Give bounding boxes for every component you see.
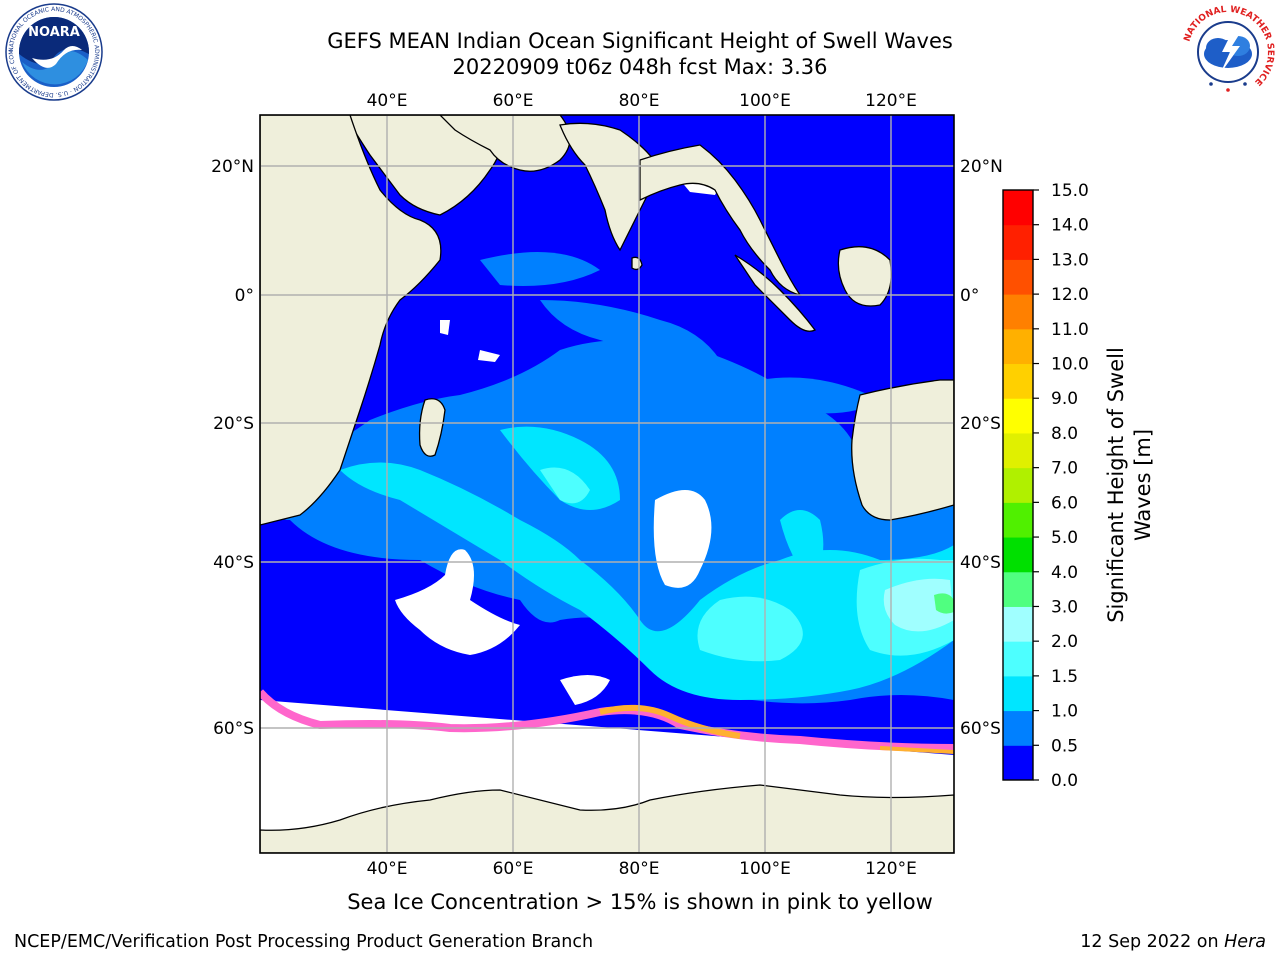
lat-label: 60°S bbox=[213, 719, 254, 739]
lon-label: 60°E bbox=[493, 859, 534, 879]
colorbar-tick-label: 8.0 bbox=[1051, 424, 1078, 444]
colorbar bbox=[1002, 189, 1034, 781]
colorbar-segment bbox=[1003, 571, 1033, 607]
colorbar-ticks: 0.0 0.5 1.0 1.5 2.0 3.0 4.0 5.0 6.0 7.0 8.0 9.0 10.0… bbox=[1033, 181, 1089, 791]
colorbar-tick-label: 3.0 bbox=[1051, 597, 1078, 617]
lon-labels-bottom: 40°E 60°E 80°E 100°E 120°E bbox=[367, 859, 917, 879]
lon-labels-top: 40°E 60°E 80°E 100°E 120°E bbox=[367, 91, 917, 111]
colorbar-tick-label: 14.0 bbox=[1051, 216, 1089, 236]
colorbar-tick-label: 15.0 bbox=[1051, 181, 1089, 201]
colorbar-segment bbox=[1003, 432, 1033, 469]
gridlines bbox=[260, 115, 954, 853]
nws-logo: NATIONAL WEATHER SERVICE bbox=[1180, 4, 1276, 100]
lat-labels-left: 20°N 0° 20°S 40°S 60°S bbox=[211, 157, 254, 739]
noaa-logo: NATIONAL OCEANIC AND ATMOSPHERIC ADMINIS… bbox=[4, 2, 103, 101]
colorbar-tick-label: 2.0 bbox=[1051, 632, 1078, 652]
colorbar-tick-label: 11.0 bbox=[1051, 320, 1089, 340]
colorbar-tick-label: 12.0 bbox=[1051, 285, 1089, 305]
lat-label: 20°N bbox=[211, 157, 254, 177]
colorbar-segment bbox=[1003, 745, 1033, 781]
colorbar-segment bbox=[1003, 224, 1033, 260]
lon-label: 100°E bbox=[739, 859, 791, 879]
sea-ice-orange bbox=[599, 704, 741, 739]
title-line-2: 20220909 t06z 048h fcst Max: 3.36 bbox=[452, 55, 828, 79]
colorbar-tick-label: 9.0 bbox=[1051, 389, 1078, 409]
colorbar-segment bbox=[1003, 502, 1033, 538]
colorbar-segment bbox=[1003, 606, 1033, 642]
noaa-wordmark: NOARA bbox=[28, 25, 80, 40]
lat-label: 0° bbox=[235, 286, 254, 306]
colorbar-tick-label: 6.0 bbox=[1051, 493, 1078, 513]
colorbar-segment bbox=[1003, 190, 1033, 226]
colorbar-tick-label: 0.0 bbox=[1051, 771, 1078, 791]
colorbar-tick-label: 7.0 bbox=[1051, 459, 1078, 479]
chart-title: GEFS MEAN Indian Ocean Significant Heigh… bbox=[0, 28, 1280, 80]
lat-label: 40°S bbox=[960, 553, 1001, 573]
colorbar-segment bbox=[1003, 259, 1033, 295]
sea-ice-note: Sea Ice Concentration > 15% is shown in … bbox=[347, 890, 933, 914]
colorbar-segment bbox=[1003, 363, 1033, 399]
lon-label: 80°E bbox=[619, 859, 660, 879]
colorbar-segment bbox=[1003, 328, 1033, 365]
colorbar-segment bbox=[1003, 294, 1033, 330]
swell-band-3-0 bbox=[934, 593, 954, 614]
colorbar-tick-label: 5.0 bbox=[1051, 528, 1078, 548]
lon-label: 120°E bbox=[865, 859, 917, 879]
colorbar-label-line1: Significant Height of Swell bbox=[1104, 347, 1128, 623]
swell-band-2-0 bbox=[883, 578, 954, 632]
lat-label: 0° bbox=[960, 286, 979, 306]
colorbar-label-line2: Waves [m] bbox=[1131, 429, 1155, 541]
lat-label: 20°S bbox=[213, 414, 254, 434]
lat-label: 40°S bbox=[213, 553, 254, 573]
colorbar-segment bbox=[1003, 398, 1033, 434]
lat-label: 20°N bbox=[960, 157, 1003, 177]
colorbar-segment bbox=[1003, 710, 1033, 746]
lon-label: 80°E bbox=[619, 91, 660, 111]
colorbar-tick-label: 4.0 bbox=[1051, 563, 1078, 583]
lon-label: 120°E bbox=[865, 91, 917, 111]
colorbar-tick-label: 1.0 bbox=[1051, 702, 1078, 722]
lon-label: 40°E bbox=[367, 91, 408, 111]
title-line-1: GEFS MEAN Indian Ocean Significant Heigh… bbox=[327, 29, 953, 53]
nodata-patches bbox=[395, 180, 720, 705]
lon-label: 100°E bbox=[739, 91, 791, 111]
colorbar-tick-label: 10.0 bbox=[1051, 355, 1089, 375]
colorbar-tick-label: 1.5 bbox=[1051, 667, 1078, 687]
sea-ice-orange-east bbox=[879, 746, 954, 754]
map-frame bbox=[259, 114, 955, 854]
credit-text: NCEP/EMC/Verification Post Processing Pr… bbox=[14, 932, 594, 952]
date-text: 12 Sep 2022 on Hera bbox=[1080, 932, 1266, 952]
lat-label: 20°S bbox=[960, 414, 1001, 434]
colorbar-segment bbox=[1003, 675, 1033, 712]
colorbar-segment bbox=[1003, 537, 1033, 573]
colorbar-tick-label: 0.5 bbox=[1051, 736, 1078, 756]
colorbar-frame bbox=[1002, 189, 1034, 781]
date-label: 12 Sep 2022 on bbox=[1080, 932, 1225, 952]
lon-label: 60°E bbox=[493, 91, 534, 111]
colorbar-segment bbox=[1003, 641, 1033, 677]
lon-label: 40°E bbox=[367, 859, 408, 879]
lat-label: 60°S bbox=[960, 719, 1001, 739]
lat-labels-right: 20°N 0° 20°S 40°S 60°S bbox=[960, 157, 1003, 739]
colorbar-tick-label: 13.0 bbox=[1051, 250, 1089, 270]
colorbar-segment bbox=[1003, 467, 1033, 503]
machine-name: Hera bbox=[1224, 932, 1266, 952]
